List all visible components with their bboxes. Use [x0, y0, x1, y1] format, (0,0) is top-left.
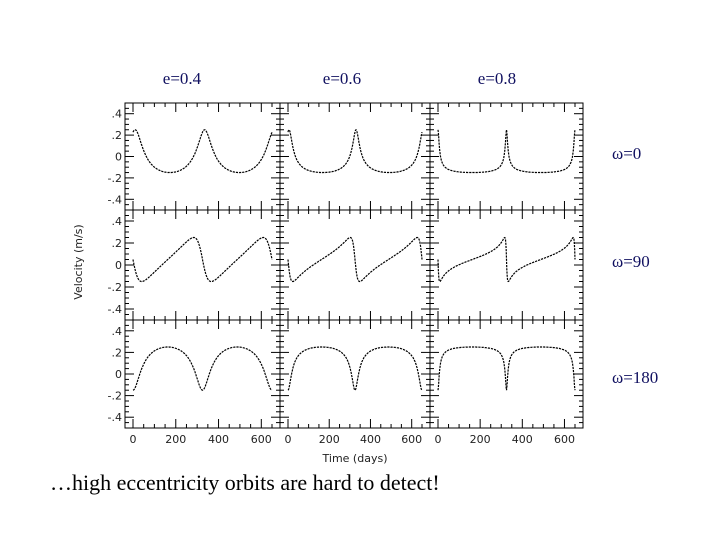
rv-curve-e0.8-w180 [437, 346, 576, 391]
row-label-omega90: ω=90 [612, 252, 650, 271]
rv-curve-e0.8-w90 [437, 236, 576, 283]
x-tick-label: 0 [435, 433, 442, 446]
x-tick-label: 600 [554, 433, 575, 446]
y-axis-title: Velocity (m/s) [72, 224, 85, 299]
y-tick-label: .2 [112, 237, 123, 250]
x-tick-label: 0 [285, 433, 292, 446]
y-tick-label: -.2 [108, 281, 122, 294]
panel-frame [279, 319, 431, 429]
column-title-e06: e=0.6 [323, 69, 361, 88]
x-tick-label: 400 [360, 433, 381, 446]
rv-curve-e0.6-w180 [287, 346, 423, 392]
panel-r2-c1: 0 200 400 600 [279, 319, 431, 446]
x-tick-label: 400 [512, 433, 533, 446]
rv-curve-e0.6-w0 [287, 129, 423, 174]
x-tick-label: 400 [208, 433, 229, 446]
x-axis-title: Time (days) [322, 452, 388, 465]
rv-curve-e0.6-w90 [287, 236, 423, 283]
rv-curve-e0.4-w90 [132, 236, 273, 283]
y-tick-label: .4 [112, 108, 123, 121]
panel-r0-c0: .4 .2 0 -.2 -.4 [108, 102, 281, 211]
column-titles: e=0.4 e=0.6 e=0.8 [163, 69, 516, 88]
x-tick-label: 600 [251, 433, 272, 446]
row-label-omega0: ω=0 [612, 144, 641, 163]
y-tick-label: -.2 [108, 172, 122, 185]
panel-r1-c2 [429, 209, 584, 321]
x-tick-label: 200 [165, 433, 186, 446]
panel-r2-c0: .4 .2 0 -.2 -.4 0 200 400 600 [108, 319, 281, 446]
rv-curve-e0.4-w180 [132, 346, 273, 391]
column-title-e08: e=0.8 [478, 69, 516, 88]
row-label-omega180: ω=180 [612, 368, 658, 387]
y-tick-label: .2 [112, 129, 123, 142]
panel-frame [279, 102, 431, 211]
y-tick-label: .4 [112, 325, 123, 338]
panel-frame [124, 209, 281, 321]
y-tick-label: 0 [115, 368, 122, 381]
x-tick-label: 200 [470, 433, 491, 446]
y-tick-label: 0 [115, 151, 122, 164]
panel-r2-c2: 0 200 400 600 [429, 319, 584, 446]
panel-r0-c1 [279, 102, 431, 211]
row-labels: ω=0 ω=90 ω=180 [612, 144, 658, 387]
y-tick-label: -.4 [108, 193, 122, 206]
y-tick-label: 0 [115, 259, 122, 272]
caption-text: …high eccentricity orbits are hard to de… [50, 470, 440, 495]
x-tick-label: 0 [130, 433, 137, 446]
panel-frame [429, 209, 584, 321]
panel-frame [124, 319, 281, 429]
panel-frame [124, 102, 281, 211]
panel-frame [429, 102, 584, 211]
panel-r1-c1 [279, 209, 431, 321]
y-tick-label: .4 [112, 215, 123, 228]
x-tick-label: 600 [401, 433, 422, 446]
panel-frame [429, 319, 584, 429]
y-tick-label: -.2 [108, 390, 122, 403]
column-title-e04: e=0.4 [163, 69, 202, 88]
y-tick-label: .2 [112, 346, 123, 359]
rv-curve-e0.8-w0 [437, 129, 576, 174]
x-tick-label: 200 [319, 433, 340, 446]
y-tick-label: -.4 [108, 411, 122, 424]
panel-r0-c2 [429, 102, 584, 211]
panel-r1-c0: .4 .2 0 -.2 -.4 [108, 209, 281, 321]
panels: .4 .2 0 -.2 -.4 .4 .2 0 -.2 -.4 .4 .2 0 -.2 -.4 0 200 400… [108, 102, 584, 446]
y-tick-label: -.4 [108, 303, 122, 316]
rv-curve-e0.4-w0 [132, 129, 273, 174]
